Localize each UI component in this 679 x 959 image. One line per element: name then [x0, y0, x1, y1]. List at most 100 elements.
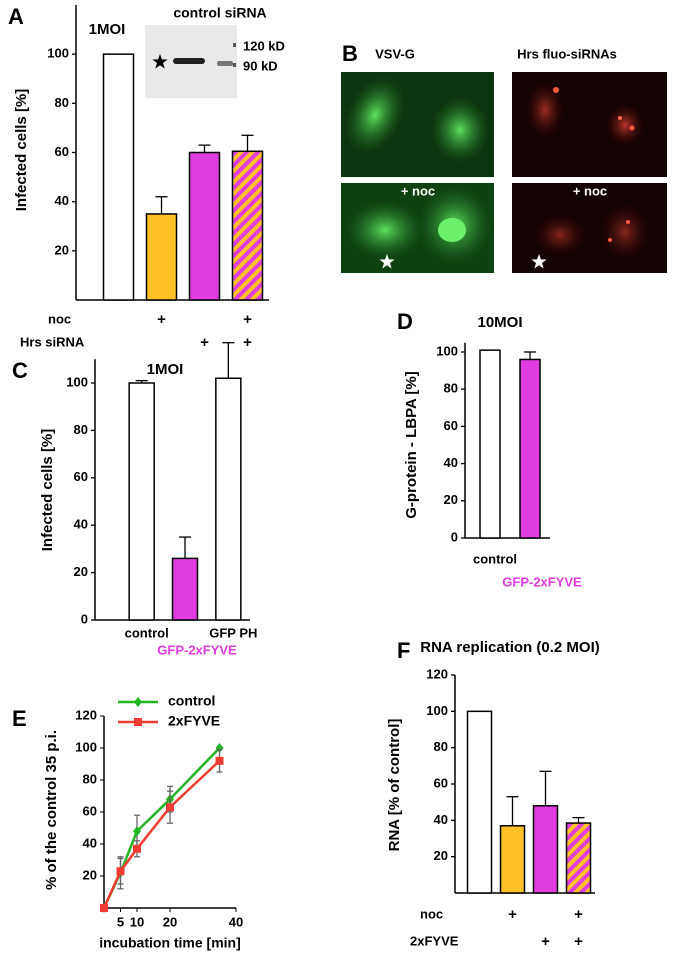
condition-label: noc [48, 311, 71, 326]
marker [215, 756, 224, 765]
chart-title: RNA replication (0.2 MOI) [420, 639, 599, 656]
legend-label: 2xFYVE [168, 713, 220, 729]
panel-letter: A [8, 4, 24, 29]
x-tick-label: GFP-2xFYVE [502, 574, 582, 589]
inset-title: control siRNA [173, 5, 266, 21]
condition-mark: + [574, 906, 583, 923]
marker [100, 904, 108, 912]
y-tick-label: 100 [47, 46, 69, 61]
y-tick-label: 120 [75, 707, 97, 722]
chart-title: 1MOI [147, 361, 184, 378]
condition-label: noc [420, 906, 443, 921]
bar [565, 822, 592, 894]
y-tick-label: 20 [74, 564, 88, 579]
panel-letter: F [397, 638, 410, 663]
column-title: VSV-G [375, 46, 415, 61]
panel-letter: B [342, 41, 358, 66]
x-tick-label: 5 [117, 914, 124, 929]
blot-band [217, 61, 233, 66]
y-tick-label: 80 [74, 422, 88, 437]
condition-mark: + [200, 334, 209, 351]
chart-title: 10MOI [477, 314, 522, 331]
y-tick-label: 80 [434, 739, 448, 754]
series-line [102, 759, 221, 909]
y-tick-label: 40 [434, 812, 448, 827]
condition-mark: + [157, 311, 166, 328]
row-label: + noc [401, 183, 435, 198]
x-tick-label: 10 [130, 914, 144, 929]
y-tick-label: 120 [426, 666, 448, 681]
bar [532, 805, 559, 894]
bar [128, 382, 155, 621]
marker [215, 743, 224, 753]
y-axis-label: G-protein - LBPA [%] [403, 371, 420, 518]
y-tick-label: 0 [451, 529, 458, 544]
row-label: + noc [573, 183, 607, 198]
y-axis-label: Infected cells [%] [13, 89, 30, 212]
column-title: Hrs fluo-siRNAs [517, 46, 617, 61]
y-tick-label: 80 [83, 771, 97, 786]
bar [519, 358, 541, 539]
x-tick-label: control [125, 625, 169, 640]
y-tick-label: 40 [83, 835, 97, 850]
bar [102, 53, 135, 301]
bar [215, 377, 242, 621]
condition-mark: + [508, 906, 517, 923]
y-tick-label: 20 [55, 242, 69, 257]
blot-band [173, 58, 205, 64]
y-tick-label: 40 [444, 455, 458, 470]
y-tick-label: 20 [83, 867, 97, 882]
y-tick-label: 20 [444, 492, 458, 507]
y-tick-label: 60 [74, 469, 88, 484]
bar [231, 150, 264, 301]
y-axis-label: Infected cells [%] [39, 429, 56, 552]
condition-label: Hrs siRNA [20, 334, 85, 349]
y-tick-label: 40 [74, 517, 88, 532]
marker [133, 826, 141, 837]
x-axis-label: incubation time [min] [99, 935, 241, 951]
bar [171, 557, 199, 621]
y-tick-label: 100 [426, 703, 448, 718]
legend-label: control [168, 693, 215, 709]
x-tick-label: control [473, 551, 517, 566]
y-axis-label: RNA [% of control] [386, 719, 403, 852]
panel-letter: C [12, 358, 28, 383]
chart-title: 1MOI [89, 21, 126, 38]
condition-label: 2xFYVE [410, 933, 459, 948]
y-tick-label: 100 [75, 739, 97, 754]
condition-mark: + [574, 933, 583, 950]
y-tick-label: 40 [55, 193, 69, 208]
marker-label: 120 kD [243, 38, 285, 53]
y-tick-label: 60 [444, 418, 458, 433]
y-tick-label: 60 [55, 144, 69, 159]
bar [479, 349, 501, 539]
y-tick-label: 60 [434, 775, 448, 790]
y-tick-label: 80 [444, 381, 458, 396]
x-tick-label: 20 [163, 914, 177, 929]
marker [134, 718, 142, 726]
y-tick-label: 0 [81, 611, 88, 626]
y-axis-label: % of the control 35 p.i. [43, 730, 60, 890]
ladder [233, 43, 236, 47]
y-tick-label: 60 [83, 803, 97, 818]
x-tick-label: GFP-2xFYVE [157, 642, 237, 657]
bar [466, 710, 493, 894]
condition-mark: + [243, 334, 252, 351]
marker [134, 697, 142, 707]
panel-letter: E [12, 706, 27, 731]
marker [166, 803, 174, 812]
marker [116, 867, 125, 876]
condition-mark: + [541, 933, 550, 950]
bar [145, 213, 178, 301]
marker [133, 844, 141, 853]
ladder [233, 63, 236, 67]
y-tick-label: 100 [436, 343, 458, 358]
y-tick-label: 100 [66, 374, 88, 389]
x-tick-label: 40 [229, 914, 243, 929]
x-tick-label: GFP PH [209, 625, 257, 640]
micrographs [341, 72, 667, 273]
y-tick-label: 80 [55, 95, 69, 110]
y-tick-label: 20 [434, 848, 448, 863]
bar [188, 151, 221, 301]
